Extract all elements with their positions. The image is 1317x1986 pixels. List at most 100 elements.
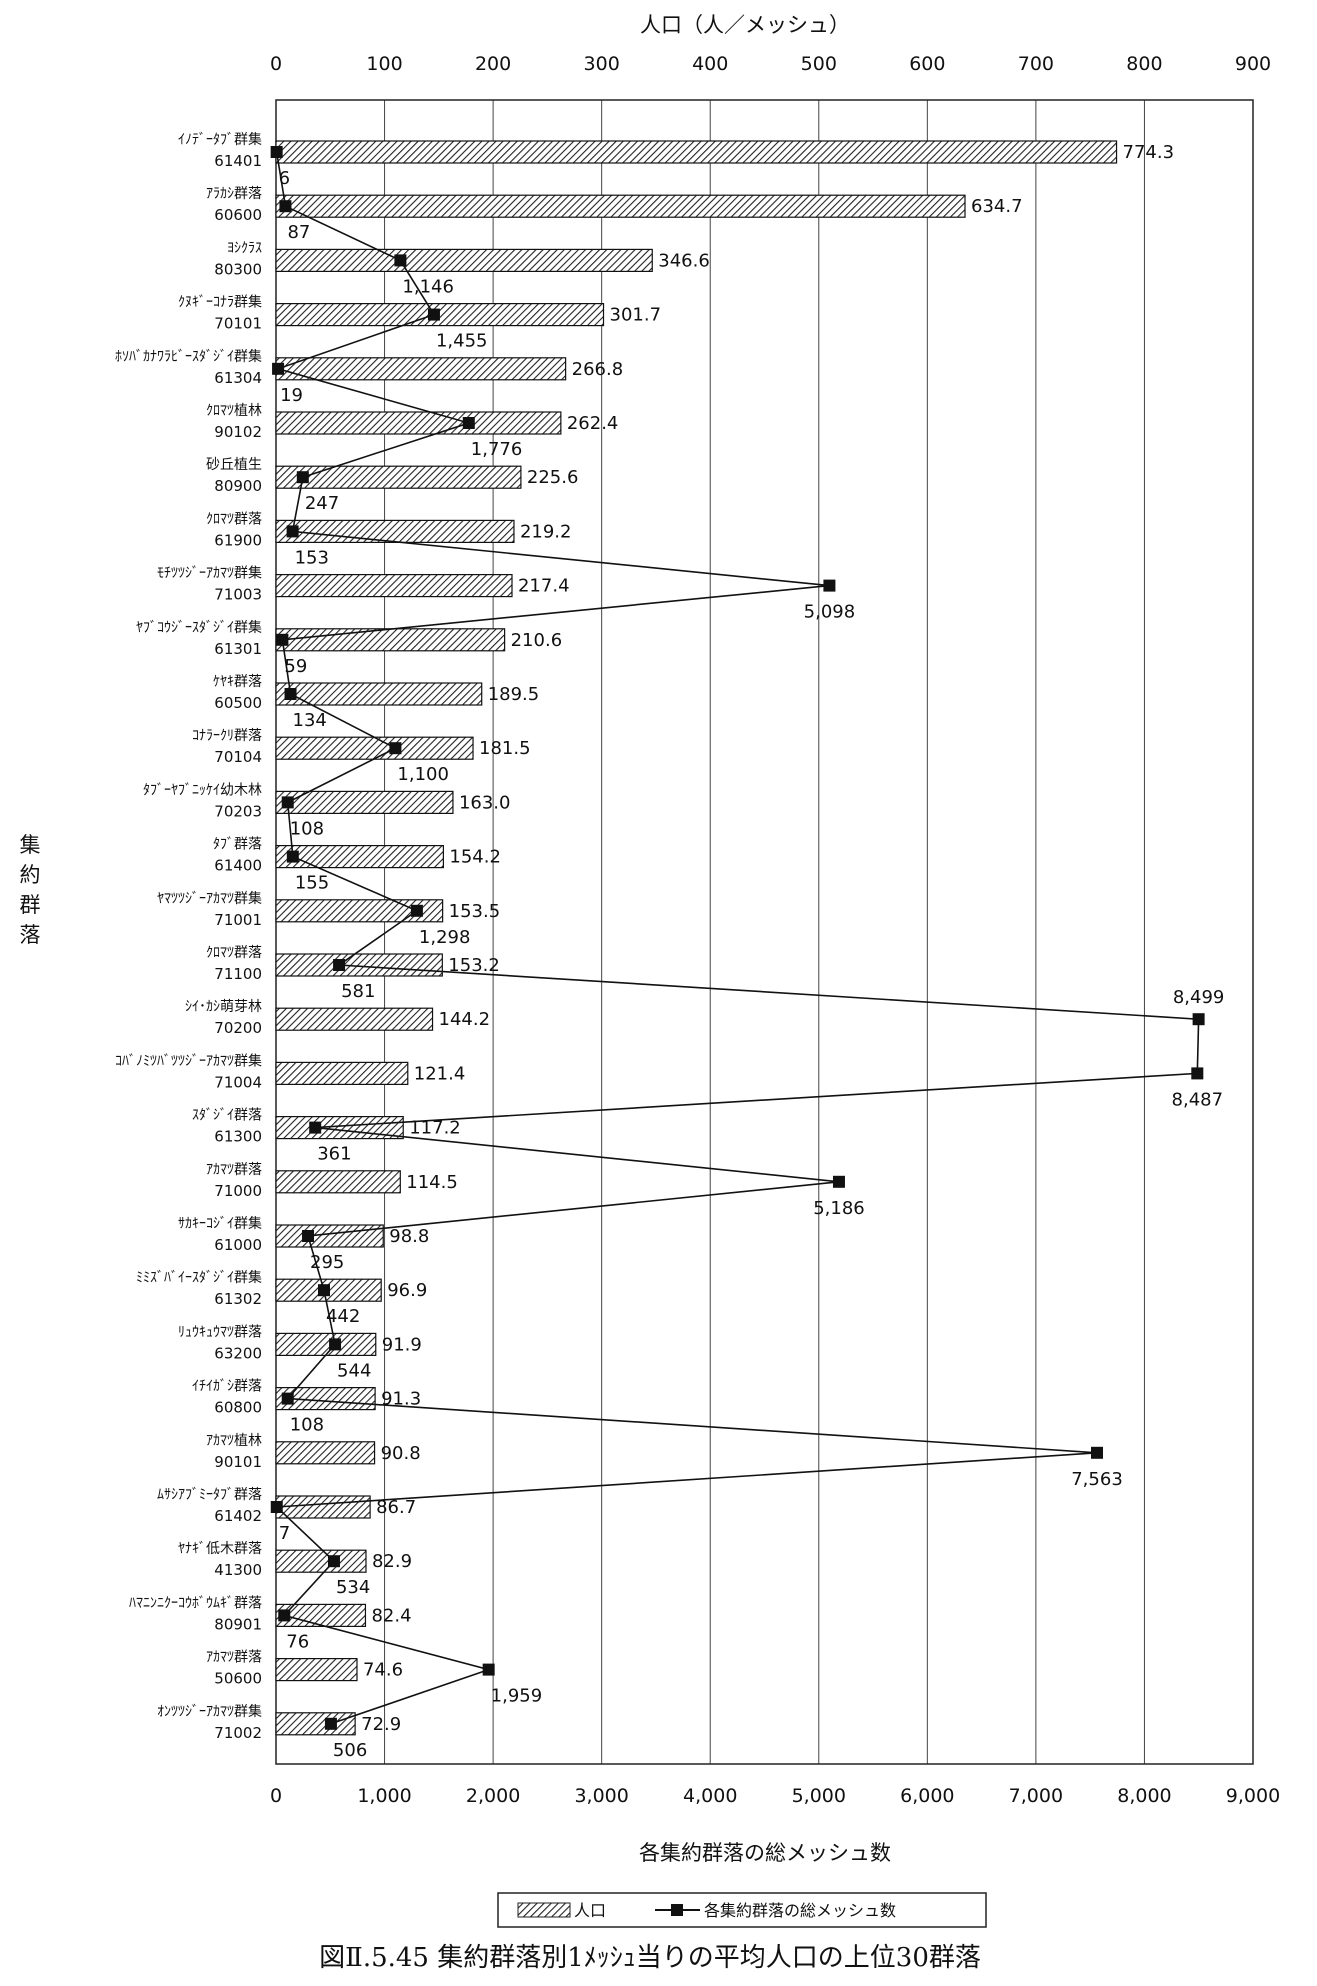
population-bar-label: 91.3 bbox=[381, 1389, 421, 1410]
population-bar-label: 96.9 bbox=[387, 1280, 427, 1301]
mesh-count-marker bbox=[389, 742, 402, 755]
category-code: 60600 bbox=[214, 206, 262, 224]
y-axis-title-char: 群 bbox=[20, 893, 41, 917]
population-bar bbox=[275, 682, 483, 706]
bottom-tick-label: 2,000 bbox=[466, 1785, 520, 1807]
category-name: ｱｶﾏﾂ群落 bbox=[206, 1162, 262, 1178]
mesh-count-marker bbox=[270, 146, 283, 158]
population-bar bbox=[275, 248, 653, 272]
mesh-count-label: 108 bbox=[290, 818, 324, 839]
category-code: 61400 bbox=[214, 857, 262, 875]
grid-layer bbox=[384, 100, 1145, 1764]
population-bar bbox=[275, 1061, 409, 1086]
bottom-tick-label: 7,000 bbox=[1009, 1785, 1063, 1807]
bottom-tick-label: 4,000 bbox=[683, 1785, 737, 1807]
mesh-labels: 6 87 1,146 1,455 19 1,776 247 153 5,098 59 134 1,10… bbox=[279, 168, 1225, 1761]
category-name: ｹﾔｷ群落 bbox=[213, 674, 262, 690]
mesh-count-label: 544 bbox=[337, 1360, 371, 1381]
category-name: ﾔﾏﾂﾂｼﾞｰｱｶﾏﾂ群集 bbox=[157, 890, 262, 907]
mesh-count-label: 361 bbox=[317, 1144, 351, 1165]
bottom-axis-title: 各集約群落の総メッシュ数 bbox=[639, 1841, 891, 1865]
category-name: ｱｶﾏﾂ群落 bbox=[206, 1650, 262, 1666]
category-code: 61304 bbox=[214, 369, 262, 387]
population-bar bbox=[275, 1603, 367, 1628]
legend-line-marker bbox=[671, 1904, 683, 1916]
category-code: 61000 bbox=[214, 1236, 262, 1254]
mesh-count-marker bbox=[329, 1338, 342, 1351]
population-bar-label: 634.7 bbox=[971, 196, 1023, 217]
mesh-count-label: 76 bbox=[286, 1631, 309, 1652]
top-tick-label: 100 bbox=[366, 53, 402, 75]
category-code: 70104 bbox=[214, 748, 262, 766]
mesh-count-label: 155 bbox=[295, 873, 329, 894]
bottom-tick-label: 6,000 bbox=[900, 1785, 954, 1807]
mesh-count-marker bbox=[1191, 1067, 1204, 1080]
population-bar-label: 121.4 bbox=[414, 1063, 466, 1084]
mesh-count-line bbox=[274, 151, 1200, 1725]
category-code: 70200 bbox=[214, 1019, 262, 1037]
population-bar-label: 72.9 bbox=[361, 1714, 401, 1735]
legend-bar-swatch bbox=[517, 1902, 571, 1918]
category-name: ﾑｻｼｱﾌﾞﾐｰﾀﾌﾞ群落 bbox=[157, 1487, 262, 1503]
mesh-count-label: 5,098 bbox=[804, 602, 856, 623]
population-bar-label: 346.6 bbox=[658, 250, 710, 271]
mesh-count-marker bbox=[462, 417, 475, 429]
category-code: 70203 bbox=[214, 802, 262, 820]
population-bar-label: 189.5 bbox=[488, 684, 540, 705]
category-name: ｸﾇｷﾞｰｺﾅﾗ群集 bbox=[178, 294, 262, 311]
mesh-count-marker bbox=[333, 959, 346, 971]
bottom-tick-label: 9,000 bbox=[1226, 1785, 1280, 1807]
category-code: 61300 bbox=[214, 1128, 262, 1146]
bars bbox=[275, 140, 1118, 1736]
mesh-count-label: 8,487 bbox=[1172, 1089, 1224, 1110]
category-name: ｲﾁｲｶﾞｼ群落 bbox=[192, 1379, 262, 1395]
category-code: 90102 bbox=[214, 423, 262, 441]
top-tick-label: 200 bbox=[475, 53, 511, 75]
mesh-count-label: 5,186 bbox=[813, 1198, 865, 1219]
mesh-count-marker bbox=[823, 579, 836, 592]
top-tick-label: 900 bbox=[1235, 53, 1271, 75]
mesh-count-label: 134 bbox=[293, 710, 327, 731]
category-name: ﾀﾌﾞｰﾔﾌﾞﾆｯｹｲ幼木林 bbox=[143, 782, 262, 798]
mesh-count-marker bbox=[276, 633, 289, 646]
category-name: ﾔﾌﾞｺｳｼﾞｰｽﾀﾞｼﾞｲ群集 bbox=[136, 619, 262, 636]
bar-labels: 774.3 634.7 346.6 301.7 266.8 262.4 225.6 219.2… bbox=[361, 142, 1174, 1735]
population-bar bbox=[275, 140, 1118, 164]
mesh-count-label: 295 bbox=[310, 1252, 344, 1273]
bottom-tick-label: 5,000 bbox=[792, 1785, 846, 1807]
category-name: ｱﾗｶｼ群落 bbox=[206, 186, 262, 202]
mesh-count-marker bbox=[317, 1284, 330, 1297]
mesh-count-label: 1,146 bbox=[402, 276, 454, 297]
top-tick-label: 0 bbox=[270, 53, 282, 75]
mesh-count-label: 1,298 bbox=[419, 927, 471, 948]
population-bar bbox=[275, 573, 513, 598]
category-name: ｼｲ･ｶｼ萌芽林 bbox=[185, 999, 262, 1015]
category-code: 63200 bbox=[214, 1344, 262, 1362]
category-name: ｵﾝﾂﾂｼﾞｰｱｶﾏﾂ群集 bbox=[157, 1703, 262, 1720]
category-name: ｺﾊﾞﾉﾐﾂﾊﾞﾂﾂｼﾞｰｱｶﾏﾂ群集 bbox=[115, 1052, 262, 1069]
mesh-count-marker bbox=[272, 362, 285, 375]
top-tick-label: 400 bbox=[692, 53, 728, 75]
category-name: ﾘｭｳｷｭｳﾏﾂ群落 bbox=[178, 1324, 262, 1340]
bottom-tick-label: 8,000 bbox=[1117, 1785, 1171, 1807]
population-bar bbox=[275, 194, 966, 218]
category-name: ﾐﾐｽﾞﾊﾞｲｰｽﾀﾞｼﾞｲ群集 bbox=[136, 1269, 262, 1286]
category-name: ｺﾅﾗｰｸﾘ群落 bbox=[192, 728, 262, 744]
category-name: ﾊﾏﾆﾝﾆｸｰｺｳﾎﾞｳﾑｷﾞ群落 bbox=[129, 1595, 262, 1611]
population-bar-label: 217.4 bbox=[518, 576, 570, 597]
population-bar bbox=[275, 519, 515, 544]
mesh-count-label: 7,563 bbox=[1071, 1469, 1123, 1490]
population-bar bbox=[275, 1441, 376, 1465]
category-code: 71000 bbox=[214, 1182, 262, 1200]
population-bar-label: 225.6 bbox=[527, 467, 579, 488]
mesh-count-marker bbox=[427, 308, 440, 321]
bottom-tick-label: 3,000 bbox=[574, 1785, 628, 1807]
mesh-line bbox=[274, 151, 1200, 1725]
mesh-count-label: 247 bbox=[305, 493, 339, 514]
mesh-count-marker bbox=[281, 1392, 294, 1405]
category-name: ﾎｿﾊﾞｶﾅﾜﾗﾋﾞｰｽﾀﾞｼﾞｲ群集 bbox=[115, 348, 262, 365]
category-code: 61401 bbox=[214, 152, 262, 170]
population-bar-label: 181.5 bbox=[479, 738, 531, 759]
category-code: 71003 bbox=[214, 586, 262, 604]
mesh-count-marker bbox=[278, 1609, 291, 1622]
